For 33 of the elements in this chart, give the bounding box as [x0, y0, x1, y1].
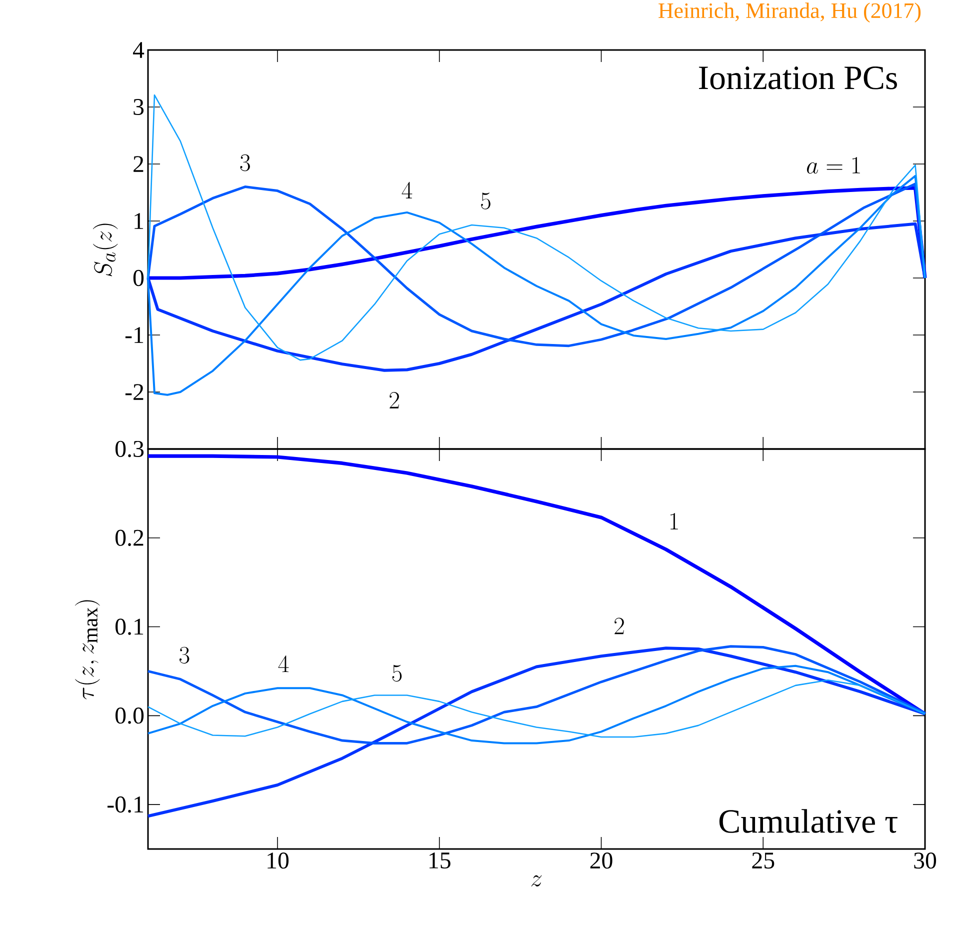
y-tick-label: 0.3 — [116, 440, 144, 458]
x-axis-title: $z$ — [531, 875, 542, 886]
x-tick-label: 20 — [590, 852, 612, 869]
series-label: $2$ — [614, 618, 624, 634]
y-tick-label: 4 — [132, 42, 144, 58]
text: Heinrich, Miranda, Hu (2017) — [658, 2, 921, 23]
y-tick-label: 0.0 — [116, 708, 144, 724]
chart-title: Ionization PCs — [698, 66, 897, 90]
x-tick-label: 25 — [752, 852, 774, 869]
y-tick-label: 3 — [134, 98, 144, 116]
series-label: $3$ — [180, 646, 190, 664]
y-axis-title: $\tau(z,z_{\mathrm{max}})$ — [75, 600, 100, 700]
y-tick-label: 2 — [134, 156, 144, 172]
x-tick-label: 15 — [430, 852, 450, 869]
text: $2$ — [390, 392, 399, 408]
series-label: $a = 1$ — [807, 156, 860, 174]
series-label: $1$ — [670, 513, 678, 530]
series-label: $4$ — [402, 182, 412, 198]
x-tick-label: 30 — [914, 852, 936, 869]
y-tick-label: 0 — [133, 270, 144, 286]
series-label: $4$ — [278, 656, 289, 672]
series-label: $5$ — [392, 664, 402, 682]
x-tick-label: 10 — [268, 852, 289, 869]
y-tick-label: 0.2 — [116, 530, 144, 546]
y-tick-label: 0.1 — [116, 618, 144, 635]
y-tick-label: 1 — [134, 213, 144, 229]
y-tick-label: -2 — [125, 384, 144, 400]
y-axis-title: $S_a(z)$ — [92, 224, 118, 276]
series-label: $3$ — [240, 154, 250, 172]
series-label: $5$ — [481, 192, 490, 210]
y-tick-label: -0.1 — [108, 796, 144, 813]
text: Cumulative τ — [719, 809, 898, 833]
y-tick-label: -1 — [125, 327, 144, 343]
